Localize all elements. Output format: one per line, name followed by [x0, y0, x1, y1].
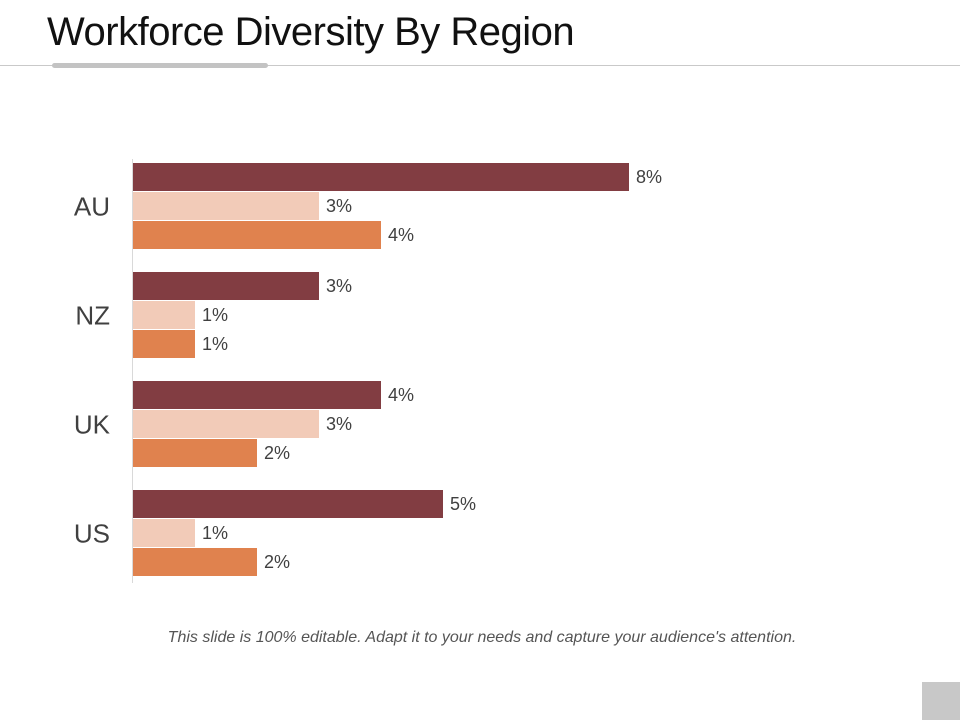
bar-us-series-3	[133, 548, 257, 576]
data-label-uk-series-3: 2%	[264, 443, 290, 463]
data-label-au-series-2: 3%	[326, 196, 352, 216]
bar-us-series-1	[133, 490, 443, 518]
category-label-uk: UK	[74, 410, 111, 440]
category-labels-group: AU NZ UK US	[74, 192, 111, 549]
category-label-nz: NZ	[75, 301, 110, 331]
data-label-uk-series-2: 3%	[326, 414, 352, 434]
data-label-uk-series-1: 4%	[388, 385, 414, 405]
slide-title: Workforce Diversity By Region	[47, 10, 575, 54]
data-label-us-series-1: 5%	[450, 494, 476, 514]
data-label-nz-series-3: 1%	[202, 334, 228, 354]
bar-nz-series-1	[133, 272, 319, 300]
footer-note: This slide is 100% editable. Adapt it to…	[167, 629, 797, 646]
data-label-us-series-3: 2%	[264, 552, 290, 572]
data-label-nz-series-1: 3%	[326, 276, 352, 296]
bars-group	[133, 163, 629, 576]
bar-us-series-2	[133, 519, 195, 547]
category-label-au: AU	[74, 192, 110, 222]
category-label-us: US	[74, 519, 110, 549]
bar-nz-series-3	[133, 330, 195, 358]
bar-au-series-1	[133, 163, 629, 191]
data-label-au-series-1: 8%	[636, 167, 662, 187]
slide-corner-box	[922, 682, 960, 720]
data-labels-group: 8% 3% 4% 3% 1% 1% 4% 3% 2% 5% 1% 2%	[202, 167, 662, 572]
data-label-au-series-3: 4%	[388, 225, 414, 245]
title-divider	[0, 65, 960, 66]
bar-uk-series-1	[133, 381, 381, 409]
data-label-nz-series-2: 1%	[202, 305, 228, 325]
bar-uk-series-3	[133, 439, 257, 467]
data-label-us-series-2: 1%	[202, 523, 228, 543]
bar-uk-series-2	[133, 410, 319, 438]
bar-au-series-3	[133, 221, 381, 249]
bar-nz-series-2	[133, 301, 195, 329]
bar-au-series-2	[133, 192, 319, 220]
title-accent-bar	[52, 63, 268, 68]
